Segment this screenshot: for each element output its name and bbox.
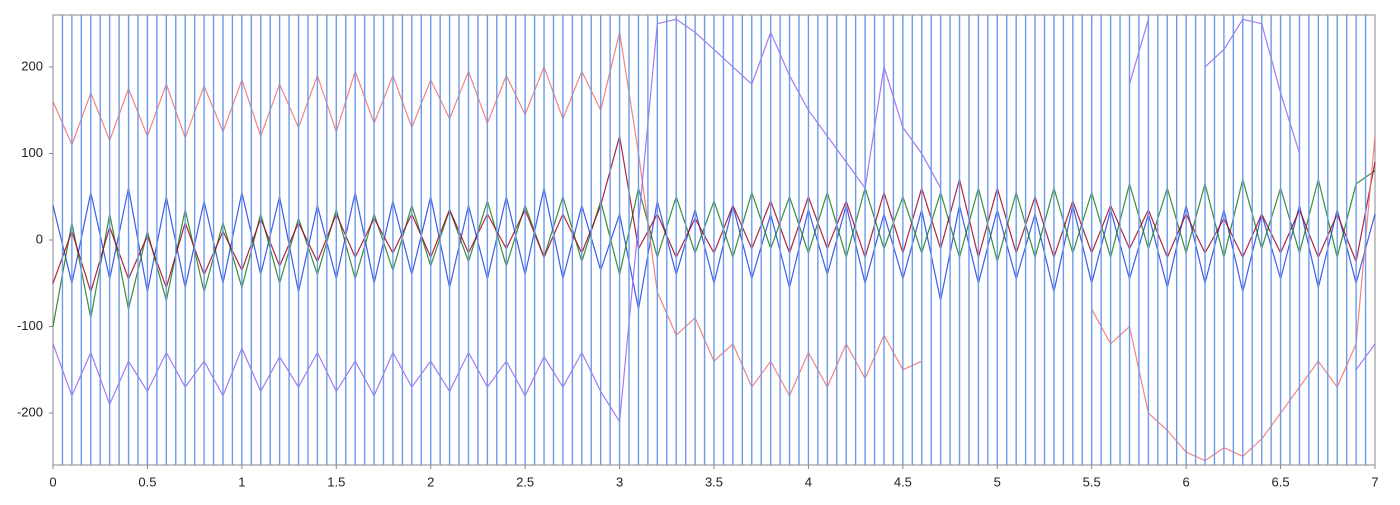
x-tick-label: 2.5 xyxy=(516,474,534,489)
y-tick-label: -100 xyxy=(17,318,43,333)
x-tick-label: 4.5 xyxy=(894,474,912,489)
y-tick-label: 200 xyxy=(21,58,43,73)
x-tick-label: 2 xyxy=(427,474,434,489)
y-tick-label: 100 xyxy=(21,145,43,160)
x-tick-label: 5 xyxy=(994,474,1001,489)
x-tick-label: 4 xyxy=(805,474,812,489)
y-tick-label: 0 xyxy=(36,231,43,246)
x-tick-label: 5.5 xyxy=(1083,474,1101,489)
y-tick-label: -200 xyxy=(17,405,43,420)
x-tick-label: 3 xyxy=(616,474,623,489)
x-tick-label: 1.5 xyxy=(327,474,345,489)
x-tick-label: 0 xyxy=(49,474,56,489)
x-tick-label: 6 xyxy=(1183,474,1190,489)
x-tick-label: 6.5 xyxy=(1272,474,1290,489)
x-tick-label: 7 xyxy=(1371,474,1378,489)
x-tick-label: 0.5 xyxy=(138,474,156,489)
x-tick-label: 3.5 xyxy=(705,474,723,489)
x-tick-label: 1 xyxy=(238,474,245,489)
